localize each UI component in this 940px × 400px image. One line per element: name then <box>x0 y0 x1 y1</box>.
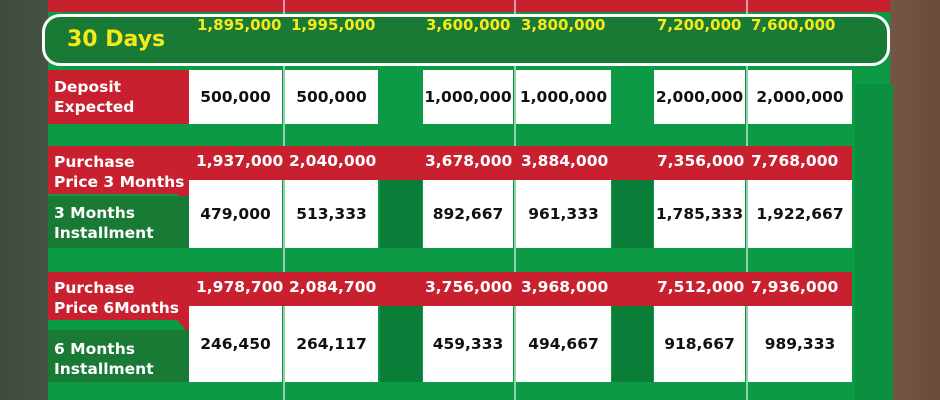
group-separator <box>612 306 653 382</box>
purchase-3-months-label: Purchase Price 3 Months <box>48 146 189 194</box>
installment-6-cell: 989,333 <box>748 306 852 382</box>
group-separator <box>380 180 422 248</box>
purchase-3-value: 3,884,000 <box>521 152 609 170</box>
purchase-6-label-line2: Price 6Months <box>54 299 179 317</box>
thirty-days-value: 3,600,000 <box>426 16 511 34</box>
install-3-label-line2: Installment <box>54 224 154 242</box>
purchase-3-value: 2,040,000 <box>289 152 377 170</box>
thirty-days-value: 3,800,000 <box>521 16 606 34</box>
install-6-label-line2: Installment <box>54 360 154 378</box>
thirty-days-value: 7,600,000 <box>751 16 836 34</box>
purchase-6-value: 7,936,000 <box>751 278 839 296</box>
installment-3-cell: 1,922,667 <box>748 180 852 248</box>
installment-6-cell: 494,667 <box>516 306 611 382</box>
top-red-strip <box>48 0 890 12</box>
purchase-6-months-label: Purchase Price 6Months <box>48 272 189 320</box>
install-6-label-line1: 6 Months <box>54 340 135 358</box>
purchase-3-value: 7,356,000 <box>657 152 745 170</box>
deposit-cell: 1,000,000 <box>516 70 611 124</box>
group-separator <box>612 180 653 248</box>
thirty-days-value: 1,895,000 <box>197 16 282 34</box>
installment-6-cell: 246,450 <box>189 306 282 382</box>
column-divider <box>514 0 516 400</box>
column-divider <box>283 0 285 400</box>
deposit-label-line2: Expected <box>54 98 135 116</box>
purchase-6-value: 3,968,000 <box>521 278 609 296</box>
thirty-days-value: 7,200,000 <box>657 16 742 34</box>
purchase-6-value: 2,084,700 <box>289 278 377 296</box>
thirty-days-value: 1,995,000 <box>291 16 376 34</box>
deposit-cell: 1,000,000 <box>423 70 513 124</box>
group-separator <box>380 306 422 382</box>
purchase-3-value: 7,768,000 <box>751 152 839 170</box>
deposit-row-label: Deposit Expected <box>48 70 189 124</box>
purchase-3-value: 1,937,000 <box>196 152 284 170</box>
purchase-6-value: 7,512,000 <box>657 278 745 296</box>
column-divider <box>746 0 748 400</box>
purchase-6-value: 3,756,000 <box>425 278 513 296</box>
purchase-3-value: 3,678,000 <box>425 152 513 170</box>
installment-3-cell: 513,333 <box>285 180 378 248</box>
installment-6-cell: 918,667 <box>654 306 745 382</box>
installment-3-cell: 892,667 <box>423 180 513 248</box>
purchase-3-label-line1: Purchase <box>54 153 135 171</box>
deposit-cell: 500,000 <box>285 70 378 124</box>
deposit-cell: 2,000,000 <box>654 70 745 124</box>
purchase-6-months-band <box>189 272 852 306</box>
installment-3-cell: 1,785,333 <box>654 180 745 248</box>
install-3-label-line1: 3 Months <box>54 204 135 222</box>
purchase-3-months-band <box>189 146 852 180</box>
deposit-cell: 2,000,000 <box>748 70 852 124</box>
thirty-days-banner: 30 Days <box>42 14 890 66</box>
purchase-3-label-line2: Price 3 Months <box>54 173 185 191</box>
purchase-6-value: 1,978,700 <box>196 278 284 296</box>
installment-6-cell: 459,333 <box>423 306 513 382</box>
installment-3-cell: 961,333 <box>516 180 611 248</box>
purchase-6-label-line1: Purchase <box>54 279 135 297</box>
installment-6-cell: 264,117 <box>285 306 378 382</box>
thirty-days-label: 30 Days <box>67 27 166 52</box>
installment-3-cell: 479,000 <box>189 180 282 248</box>
deposit-label-line1: Deposit <box>54 78 122 96</box>
right-panel-edge <box>855 84 893 400</box>
deposit-cell: 500,000 <box>189 70 282 124</box>
installment-6-months-label: 6 Months Installment <box>48 330 189 382</box>
installment-3-months-label: 3 Months Installment <box>48 196 189 248</box>
